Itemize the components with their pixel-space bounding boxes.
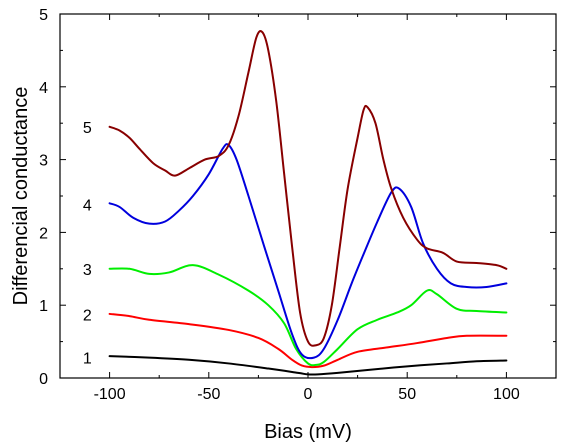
series-label-4: 4 bbox=[83, 198, 92, 215]
y-axis-title: Differencial conductance bbox=[10, 87, 32, 306]
y-tick-label: 4 bbox=[39, 80, 48, 97]
tick-labels: -100 -50 0 50 100 0 1 2 3 4 5 bbox=[39, 7, 520, 403]
x-tick-label: 50 bbox=[398, 386, 416, 403]
series-line-1 bbox=[108, 355, 508, 376]
series-label-5: 5 bbox=[83, 120, 92, 137]
axis-ticks bbox=[59, 13, 557, 379]
y-tick-label: 0 bbox=[39, 371, 48, 388]
y-tick-label: 3 bbox=[39, 153, 48, 170]
series-line-2 bbox=[108, 312, 508, 369]
plot-frame bbox=[59, 13, 557, 379]
x-tick-label: -50 bbox=[197, 386, 220, 403]
y-tick-label: 1 bbox=[39, 298, 48, 315]
series-label-2: 2 bbox=[83, 308, 92, 325]
series-label-3: 3 bbox=[83, 262, 92, 279]
x-tick-label: 100 bbox=[493, 386, 520, 403]
y-tick-label: 5 bbox=[39, 7, 48, 24]
x-tick-label: 0 bbox=[304, 386, 313, 403]
curve-labels: 1 2 3 4 5 bbox=[83, 120, 92, 368]
x-tick-label: -100 bbox=[94, 386, 126, 403]
series-label-1: 1 bbox=[83, 351, 92, 368]
x-axis-title: Bias (mV) bbox=[264, 421, 352, 443]
curves bbox=[108, 30, 508, 376]
y-tick-label: 2 bbox=[39, 225, 48, 242]
series-line-5 bbox=[108, 30, 508, 347]
series-line-3 bbox=[108, 264, 508, 367]
series-line-4 bbox=[108, 143, 508, 360]
